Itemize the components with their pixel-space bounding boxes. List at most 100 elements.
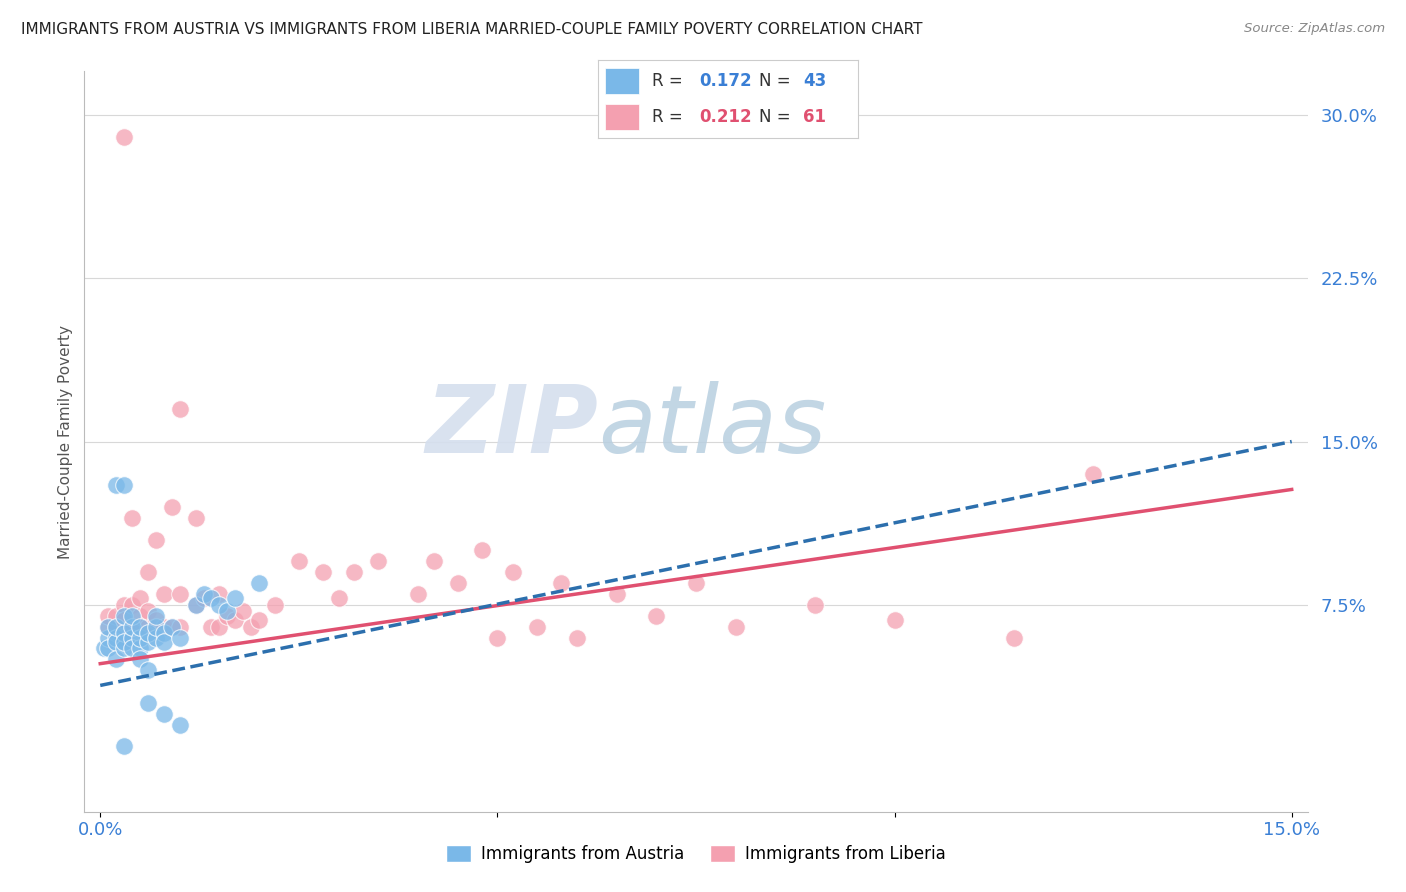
Text: 61: 61 [803,108,827,126]
Point [184,510,207,524]
Text: N =: N = [759,72,796,90]
Text: 0.212: 0.212 [699,108,752,126]
Point [121,619,143,633]
Point [129,619,152,633]
Point [288,554,311,568]
Point [152,706,174,721]
Point [105,631,128,645]
Point [804,598,827,612]
Point [169,717,191,731]
Point [502,565,524,579]
FancyBboxPatch shape [606,68,640,95]
Point [160,619,183,633]
Point [152,635,174,649]
Point [121,608,143,623]
Point [136,635,159,649]
Point [247,613,270,627]
Point [136,696,159,710]
Y-axis label: Married-Couple Family Poverty: Married-Couple Family Poverty [58,325,73,558]
Point [136,619,159,633]
Point [645,608,668,623]
Point [97,608,120,623]
Point [121,641,143,656]
Point [169,587,191,601]
Point [406,587,429,601]
Point [121,510,143,524]
Legend: Immigrants from Austria, Immigrants from Liberia: Immigrants from Austria, Immigrants from… [440,838,952,870]
Point [232,604,254,618]
Point [121,631,143,645]
Point [152,619,174,633]
Point [184,598,207,612]
Point [97,631,120,645]
Point [200,591,222,606]
Point [208,587,231,601]
Point [145,608,167,623]
Text: atlas: atlas [598,381,827,472]
Point [129,652,152,666]
Text: 43: 43 [803,72,827,90]
Point [112,635,135,649]
Point [883,613,905,627]
Point [145,613,167,627]
Point [224,613,246,627]
Point [724,619,747,633]
Text: ZIP: ZIP [425,381,598,473]
Point [105,635,128,649]
Point [526,619,548,633]
Point [1081,467,1104,482]
Point [136,626,159,640]
Point [606,587,628,601]
Point [112,613,135,627]
Point [112,608,135,623]
Point [685,576,707,591]
Point [160,619,183,633]
Point [217,608,239,623]
Point [145,631,167,645]
Point [328,591,350,606]
Point [112,739,135,754]
Point [152,626,174,640]
Point [184,598,207,612]
Point [129,591,152,606]
Point [97,619,120,633]
Point [121,619,143,633]
Point [105,478,128,492]
Text: R =: R = [652,108,688,126]
Point [169,619,191,633]
Text: R =: R = [652,72,688,90]
Point [129,619,152,633]
Point [208,619,231,633]
Point [136,663,159,677]
Point [550,576,572,591]
Point [112,641,135,656]
FancyBboxPatch shape [606,103,640,130]
Point [193,591,215,606]
Point [169,401,191,416]
Point [112,631,135,645]
Point [145,533,167,547]
Point [486,631,509,645]
Text: 0.172: 0.172 [699,72,752,90]
Point [129,631,152,645]
Point [129,608,152,623]
Point [343,565,366,579]
Point [97,619,120,633]
Point [105,619,128,633]
Point [447,576,470,591]
Point [565,631,588,645]
Point [112,626,135,640]
Point [136,565,159,579]
Point [264,598,287,612]
Point [105,608,128,623]
Point [311,565,333,579]
Point [1002,631,1025,645]
Point [129,641,152,656]
Point [121,598,143,612]
Point [152,587,174,601]
Point [93,641,115,656]
Point [112,598,135,612]
Point [193,587,215,601]
Point [367,554,389,568]
Point [240,619,263,633]
